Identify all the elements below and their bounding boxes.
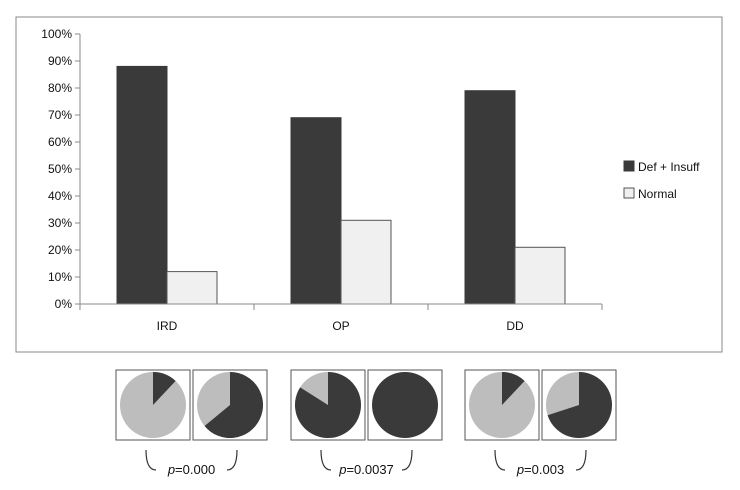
bar-normal-op [340, 219, 392, 305]
bar-normal-ird [166, 271, 218, 305]
p-value: =0.000 [175, 462, 215, 477]
p-value: =0.0037 [346, 462, 393, 477]
y-tick-label: 90% [48, 54, 72, 68]
y-tick-label: 20% [48, 243, 72, 257]
y-tick-label: 70% [48, 108, 72, 122]
bar-def-insuff-op [290, 117, 342, 305]
p-value: =0.003 [524, 462, 564, 477]
p-symbol: p [338, 462, 346, 477]
legend-label: Normal [638, 187, 677, 201]
comparison-bracket [320, 449, 413, 471]
p-symbol: p [516, 462, 524, 477]
bar-normal-dd [514, 246, 566, 305]
p-value-label: p=0.0037 [338, 462, 394, 477]
y-tick-label: 80% [48, 81, 72, 95]
comparison-bracket [145, 449, 238, 471]
y-tick-label: 60% [48, 135, 72, 149]
pie-slice-dark [204, 372, 264, 438]
x-tick-label: OP [332, 319, 349, 333]
bar-chart: 0% 10% 20% 30% 40% 50% 60% 70% 80% 90% 100% IRD OP D… [41, 27, 700, 333]
y-tick-label: 40% [48, 189, 72, 203]
legend-label: Def + Insuff [638, 160, 700, 174]
y-tick-label: 100% [41, 27, 72, 41]
pie-slice-dark [547, 372, 613, 438]
pie-group-3: p=0.003 [464, 369, 617, 477]
comparison-bracket [494, 449, 587, 471]
pie-group-1: p=0.000 [115, 369, 268, 477]
legend-swatch [623, 160, 635, 172]
x-tick-label: IRD [157, 319, 178, 333]
y-tick-label: 50% [48, 162, 72, 176]
p-value-label: p=0.000 [167, 462, 215, 477]
x-axis: IRD OP DD [79, 303, 603, 333]
pie-slice-dark [502, 372, 525, 405]
pie-slice-dark [372, 372, 438, 438]
bar-def-insuff-ird [116, 65, 168, 305]
y-tick-label: 0% [55, 297, 73, 311]
p-symbol: p [167, 462, 175, 477]
legend: Def + Insuff Normal [623, 160, 700, 201]
x-tick-label: DD [506, 319, 524, 333]
y-tick-label: 10% [48, 270, 72, 284]
pie-slice-dark [153, 372, 176, 405]
p-value-label: p=0.003 [516, 462, 564, 477]
y-tick-label: 30% [48, 216, 72, 230]
pie-slice-dark [295, 372, 362, 438]
bar-def-insuff-dd [464, 90, 516, 305]
legend-swatch [623, 187, 635, 199]
pie-group-2: p=0.0037 [290, 369, 443, 477]
y-axis: 0% 10% 20% 30% 40% 50% 60% 70% 80% 90% 100% [41, 27, 81, 311]
pie-comparison-panel: p=0.000 p=0.0037 p=0.003 [115, 369, 617, 477]
